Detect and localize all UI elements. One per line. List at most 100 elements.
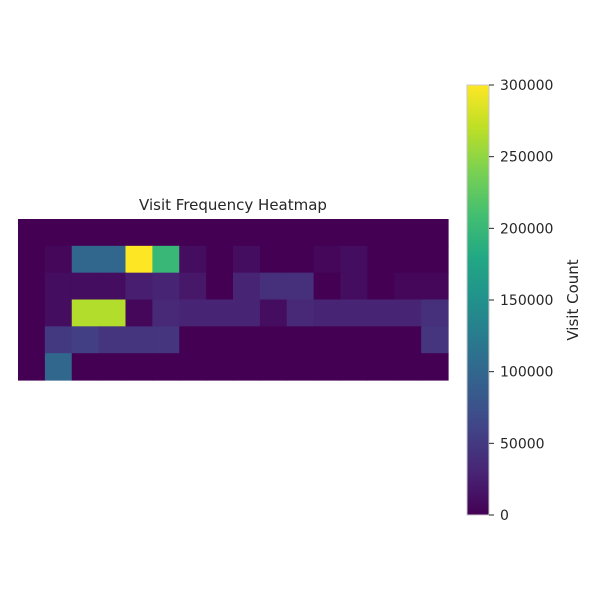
heatmap-cell-r3-c14 (394, 299, 422, 327)
heatmap-cell-r5-c3 (98, 353, 127, 381)
heatmap-cell-r5-c5 (152, 353, 180, 381)
heatmap-cell-r5-c1 (44, 353, 73, 381)
heatmap-cell-r4-c9 (259, 326, 288, 354)
colorbar-tick-label: 150000 (500, 293, 553, 309)
heatmap-cell-r4-c4 (125, 326, 153, 354)
colorbar-ticks: 0 50000 100000 150000 200000 250000 300000 (489, 78, 553, 524)
heatmap-cell-r5-c12 (340, 353, 368, 381)
heatmap-cell-r5-c8 (233, 353, 261, 381)
heatmap-cell-r0-c3 (98, 219, 127, 247)
heatmap-cell-r5-c7 (206, 353, 234, 381)
colorbar-tick-label: 200000 (500, 221, 553, 237)
colorbar-tick-label: 300000 (500, 78, 553, 94)
heatmap-cell-r2-c15 (421, 272, 449, 301)
heatmap-cell-r5-c0 (18, 353, 46, 381)
heatmap-cell-r5-c13 (367, 353, 395, 381)
heatmap-cell-r1-c2 (71, 245, 100, 274)
heatmap-cell-r3-c5 (152, 299, 180, 327)
heatmap-cell-r2-c14 (394, 272, 422, 301)
heatmap-cell-r4-c5 (152, 326, 180, 354)
heatmap-cell-r3-c6 (179, 299, 207, 327)
heatmap-cell-r2-c2 (71, 272, 100, 301)
heatmap-cell-r3-c13 (367, 299, 395, 327)
heatmap-cell-r3-c1 (44, 299, 73, 327)
heatmap-cell-r4-c13 (367, 326, 395, 354)
heatmap-cell-r0-c1 (44, 219, 73, 247)
heatmap-cell-r4-c2 (71, 326, 100, 354)
heatmap-cell-r1-c0 (18, 245, 46, 274)
heatmap-cell-r2-c12 (340, 272, 368, 301)
heatmap-cell-r2-c7 (206, 272, 234, 301)
colorbar-gradient (467, 85, 489, 515)
heatmap-cell-r2-c5 (152, 272, 180, 301)
heatmap-cell-r4-c11 (313, 326, 342, 354)
heatmap-cell-r4-c7 (206, 326, 234, 354)
heatmap-cell-r2-c6 (179, 272, 207, 301)
heatmap-cell-r5-c9 (259, 353, 288, 381)
heatmap-cell-r1-c10 (286, 245, 315, 274)
heatmap-cell-r2-c8 (233, 272, 261, 301)
colorbar-tick-label: 0 (500, 508, 509, 524)
heatmap-cell-r5-c2 (71, 353, 100, 381)
heatmap-cell-r1-c12 (340, 245, 368, 274)
heatmap-cell-r2-c0 (18, 272, 46, 301)
heatmap-cell-r5-c6 (179, 353, 207, 381)
heatmap-cell-r5-c4 (125, 353, 153, 381)
heatmap-cell-r1-c14 (394, 245, 422, 274)
heatmap-cell-r4-c12 (340, 326, 368, 354)
heatmap-cell-r4-c8 (233, 326, 261, 354)
heatmap-cell-r1-c4 (125, 245, 153, 274)
heatmap-cell-r1-c15 (421, 245, 449, 274)
heatmap-cell-r4-c1 (44, 326, 73, 354)
heatmap-cell-r3-c8 (233, 299, 261, 327)
heatmap-cell-r0-c8 (233, 219, 261, 247)
heatmap-cell-r0-c7 (206, 219, 234, 247)
heatmap-cell-r3-c2 (71, 299, 100, 327)
heatmap-cell-r1-c9 (259, 245, 288, 274)
heatmap-cell-r1-c11 (313, 245, 342, 274)
heatmap-cell-r1-c3 (98, 245, 127, 274)
heatmap-cell-r2-c3 (98, 272, 127, 301)
heatmap-cell-r2-c4 (125, 272, 153, 301)
heatmap-cells (18, 219, 449, 381)
heatmap-cell-r0-c5 (152, 219, 180, 247)
chart-title: Visit Frequency Heatmap (139, 196, 327, 214)
heatmap-cell-r1-c6 (179, 245, 207, 274)
heatmap-cell-r4-c6 (179, 326, 207, 354)
heatmap-cell-r2-c9 (259, 272, 288, 301)
heatmap-cell-r3-c0 (18, 299, 46, 327)
heatmap-cell-r0-c4 (125, 219, 153, 247)
heatmap-cell-r1-c1 (44, 245, 73, 274)
heatmap-cell-r0-c0 (18, 219, 46, 247)
heatmap-cell-r3-c10 (286, 299, 315, 327)
heatmap-cell-r0-c2 (71, 219, 100, 247)
colorbar-label: Visit Count (564, 259, 582, 340)
colorbar: 0 50000 100000 150000 200000 250000 300000 Vis… (466, 78, 582, 524)
heatmap-cell-r0-c12 (340, 219, 368, 247)
heatmap-cell-r1-c13 (367, 245, 395, 274)
heatmap-cell-r5-c15 (421, 353, 449, 381)
heatmap-cell-r0-c9 (259, 219, 288, 247)
colorbar-tick-label: 100000 (500, 365, 553, 381)
heatmap-cell-r2-c13 (367, 272, 395, 301)
heatmap-cell-r4-c10 (286, 326, 315, 354)
heatmap-cell-r3-c12 (340, 299, 368, 327)
heatmap-cell-r4-c15 (421, 326, 449, 354)
heatmap-cell-r2-c10 (286, 272, 315, 301)
heatmap-cell-r5-c14 (394, 353, 422, 381)
heatmap-cell-r4-c14 (394, 326, 422, 354)
colorbar-tick-label: 50000 (500, 436, 545, 452)
heatmap-cell-r0-c10 (286, 219, 315, 247)
heatmap-cell-r3-c15 (421, 299, 449, 327)
heatmap-cell-r3-c4 (125, 299, 153, 327)
heatmap-cell-r4-c3 (98, 326, 127, 354)
heatmap-cell-r5-c10 (286, 353, 315, 381)
heatmap-cell-r2-c1 (44, 272, 73, 301)
heatmap-cell-r0-c11 (313, 219, 342, 247)
heatmap-cell-r5-c11 (313, 353, 342, 381)
heatmap-cell-r0-c6 (179, 219, 207, 247)
heatmap-cell-r1-c8 (233, 245, 261, 274)
heatmap-cell-r1-c7 (206, 245, 234, 274)
heatmap-cell-r3-c7 (206, 299, 234, 327)
